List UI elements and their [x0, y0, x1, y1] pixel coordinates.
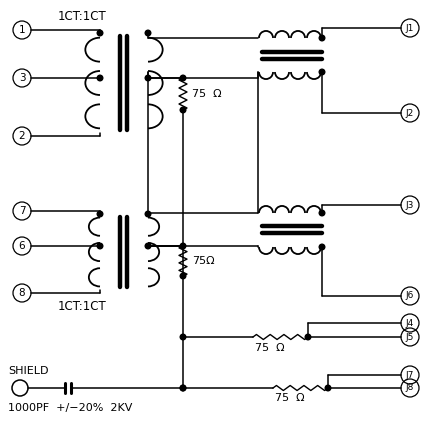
Circle shape [97, 211, 103, 217]
Circle shape [145, 211, 151, 217]
Circle shape [180, 75, 186, 81]
Text: J4: J4 [406, 319, 414, 327]
Text: J6: J6 [406, 291, 414, 300]
Text: J3: J3 [406, 201, 414, 209]
Circle shape [319, 35, 325, 41]
Circle shape [97, 243, 103, 249]
Text: J1: J1 [406, 24, 414, 33]
Text: 1000PF  +/−20%  2KV: 1000PF +/−20% 2KV [8, 403, 132, 413]
Circle shape [97, 30, 103, 36]
Text: 75Ω: 75Ω [192, 256, 215, 266]
Text: 1CT:1CT: 1CT:1CT [58, 300, 107, 313]
Circle shape [305, 334, 311, 340]
Text: 6: 6 [19, 241, 26, 251]
Text: 3: 3 [19, 73, 26, 83]
Circle shape [97, 75, 103, 81]
Circle shape [145, 75, 151, 81]
Circle shape [319, 69, 325, 75]
Text: 75  Ω: 75 Ω [192, 89, 221, 99]
Text: J7: J7 [406, 371, 414, 379]
Text: 75  Ω: 75 Ω [255, 343, 285, 353]
Text: J5: J5 [406, 332, 414, 341]
Circle shape [180, 385, 186, 391]
Circle shape [145, 30, 151, 36]
Text: 8: 8 [19, 288, 26, 298]
Circle shape [180, 273, 186, 279]
Circle shape [180, 107, 186, 113]
Circle shape [180, 385, 186, 391]
Text: 75  Ω: 75 Ω [275, 393, 305, 403]
Circle shape [319, 244, 325, 250]
Text: 1: 1 [19, 25, 26, 35]
Text: J8: J8 [406, 384, 414, 393]
Circle shape [325, 385, 331, 391]
Circle shape [180, 243, 186, 249]
Text: 1CT:1CT: 1CT:1CT [58, 9, 107, 22]
Text: J2: J2 [406, 109, 414, 118]
Text: SHIELD: SHIELD [8, 366, 48, 376]
Circle shape [319, 210, 325, 216]
Circle shape [180, 334, 186, 340]
Circle shape [145, 243, 151, 249]
Text: 2: 2 [19, 131, 26, 141]
Text: 7: 7 [19, 206, 26, 216]
